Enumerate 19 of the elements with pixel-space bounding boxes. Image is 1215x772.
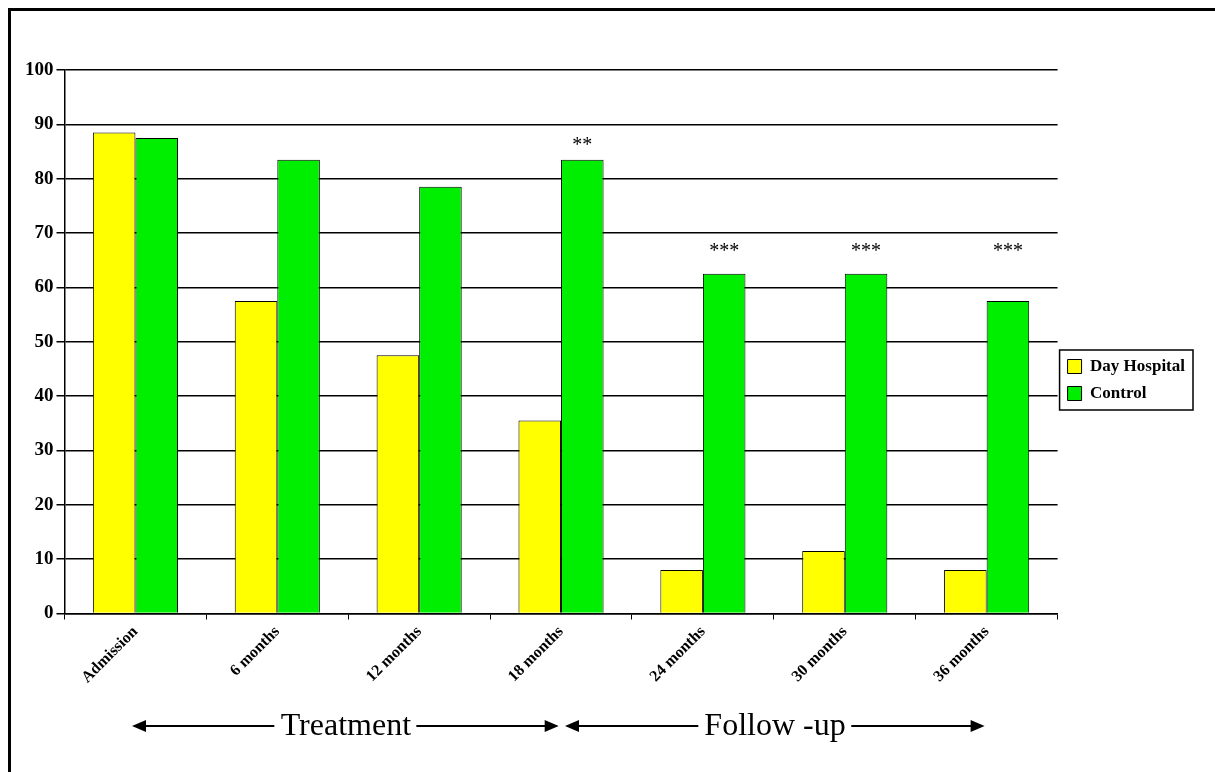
y-tick-label: 50 <box>34 329 54 351</box>
y-tick-label: 40 <box>34 384 54 405</box>
y-tick-label: 70 <box>34 220 54 242</box>
y-tick-label: 60 <box>34 275 54 297</box>
y-tick-label: 90 <box>34 112 54 134</box>
y-tick-label: 30 <box>34 438 54 460</box>
annotation: ** <box>572 133 593 156</box>
legend-label: Day Hospital <box>1090 355 1186 375</box>
text: Follow -up <box>704 706 846 743</box>
y-tick-label: 100 <box>25 57 54 79</box>
y-tick-label: 80 <box>34 166 54 188</box>
annotation: *** <box>709 239 740 262</box>
annotation: *** <box>992 239 1023 262</box>
y-tick-label: 20 <box>34 492 54 514</box>
y-tick-label: 10 <box>34 547 54 569</box>
text: Treatment <box>280 706 412 743</box>
y-tick-label: 0 <box>44 601 54 623</box>
legend-label: Control <box>1090 382 1147 402</box>
annotation: *** <box>851 239 882 262</box>
